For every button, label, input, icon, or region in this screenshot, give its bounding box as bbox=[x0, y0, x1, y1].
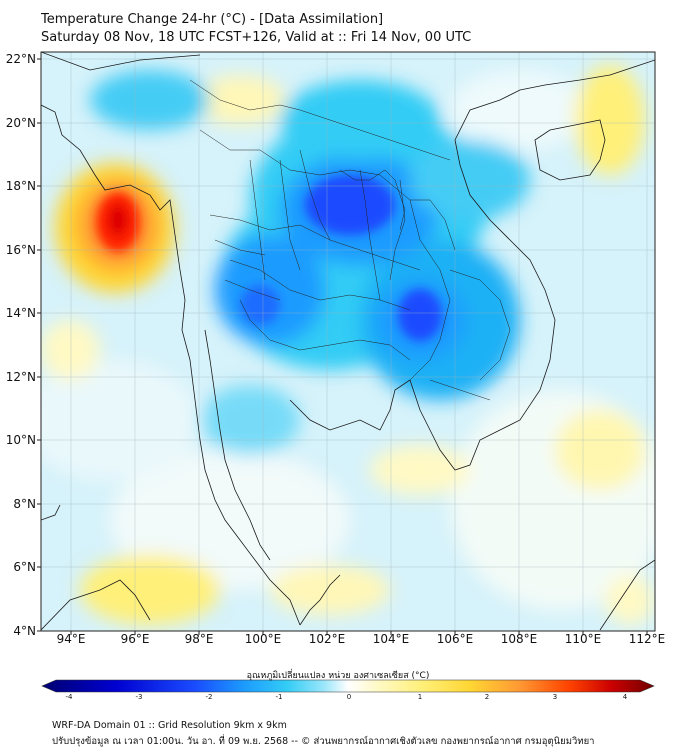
temperature-field bbox=[41, 52, 655, 631]
coastlines bbox=[41, 52, 655, 631]
colorbar-title: อุณหภูมิเปลี่ยนแปลง หน่วย องศาเซลเซียส (… bbox=[246, 671, 430, 681]
lon-label-106: 106°E bbox=[436, 632, 474, 646]
lat-label-12: 12°N bbox=[5, 370, 36, 384]
colorbar-tick: -3 bbox=[135, 693, 143, 701]
lat-label-14: 14°N bbox=[5, 306, 36, 320]
lat-label-10: 10°N bbox=[5, 433, 36, 447]
chart-title: Temperature Change 24-hr (°C) - [Data As… bbox=[41, 12, 384, 27]
lat-label-4: 4°N bbox=[13, 624, 36, 638]
colorbar-tick: 2 bbox=[484, 693, 490, 701]
lat-label-8: 8°N bbox=[13, 497, 36, 511]
graticule bbox=[41, 52, 655, 631]
colorbar-tick: -4 bbox=[65, 693, 73, 701]
colorbar-tick: 4 bbox=[622, 693, 628, 701]
colorbar-tick: 1 bbox=[417, 693, 423, 701]
lat-label-20: 20°N bbox=[5, 116, 36, 130]
colorbar bbox=[41, 679, 655, 693]
lat-label-18: 18°N bbox=[5, 179, 36, 193]
map-frame bbox=[40, 51, 656, 632]
lon-label-98: 98°E bbox=[184, 632, 214, 646]
lon-label-102: 102°E bbox=[308, 632, 346, 646]
footer-credit: ปรับปรุงข้อมูล ณ เวลา 01:00น. วัน อา. ที… bbox=[52, 736, 595, 747]
lon-label-108: 108°E bbox=[500, 632, 538, 646]
chart-subtitle: Saturday 08 Nov, 18 UTC FCST+126, Valid … bbox=[41, 30, 472, 45]
colorbar-tick: -1 bbox=[275, 693, 283, 701]
colorbar-tick: 0 bbox=[346, 693, 352, 701]
lon-label-112: 112°E bbox=[628, 632, 666, 646]
lat-label-16: 16°N bbox=[5, 243, 36, 257]
footer-model-info: WRF-DA Domain 01 :: Grid Resolution 9km … bbox=[52, 720, 287, 731]
lon-label-104: 104°E bbox=[372, 632, 410, 646]
lon-label-110: 110°E bbox=[564, 632, 602, 646]
lon-label-94: 94°E bbox=[56, 632, 86, 646]
colorbar-tick: -2 bbox=[205, 693, 213, 701]
lat-label-6: 6°N bbox=[13, 560, 36, 574]
lon-label-100: 100°E bbox=[244, 632, 282, 646]
lon-label-96: 96°E bbox=[120, 632, 150, 646]
lat-label-22: 22°N bbox=[5, 52, 36, 66]
admin-borders bbox=[189, 79, 511, 401]
colorbar-tick: 3 bbox=[552, 693, 558, 701]
